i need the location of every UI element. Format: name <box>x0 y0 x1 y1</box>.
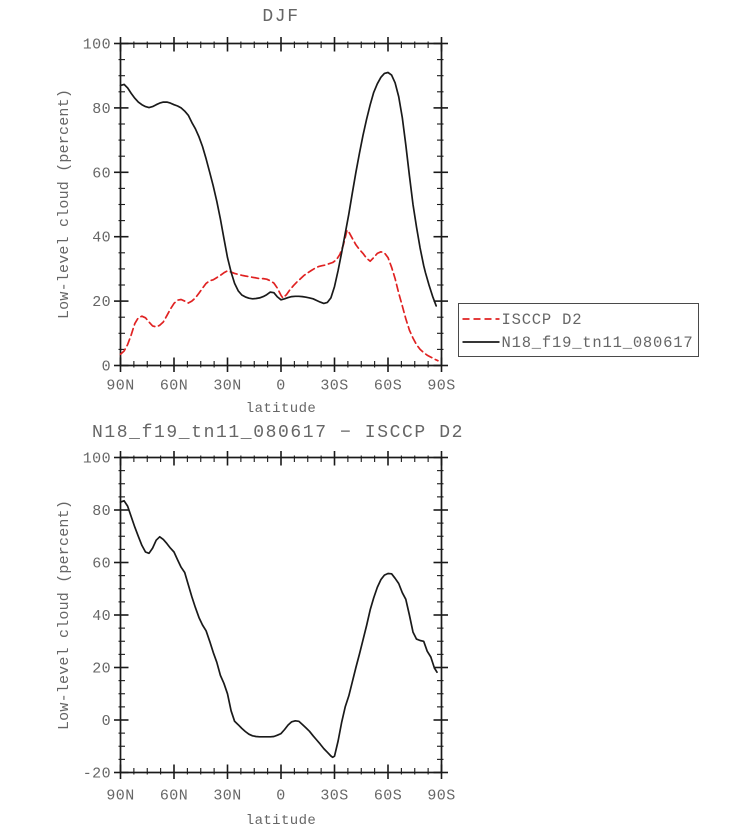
legend-item-label: ISCCP D2 <box>502 311 583 329</box>
plot-frame <box>119 456 443 774</box>
top-chart-plot-area: 90N 60N 30N 0 30S 60S 90S 0 20 40 60 80 100 <box>83 37 455 395</box>
bottom-chart-title: N18_f19_tn11_080617 − ISCCP D2 <box>92 423 464 443</box>
y-tick-label: 60 <box>92 165 111 182</box>
x-tick-label: 30N <box>213 788 241 805</box>
x-tick-label: 30S <box>320 378 348 395</box>
x-tick-label: 0 <box>276 788 285 805</box>
x-tick-label: 60N <box>160 788 188 805</box>
bottom-chart-x-axis-label: latitude <box>246 813 316 829</box>
x-tick-label: 90S <box>427 378 455 395</box>
top-chart-legend: ISCCP D2 N18_f19_tn11_080617 <box>458 303 699 357</box>
y-tick-label: 20 <box>92 661 111 678</box>
x-tick-label: 90N <box>106 788 134 805</box>
x-tick-label: 90S <box>427 788 455 805</box>
legend-box <box>458 303 699 357</box>
bottom-chart-y-axis-label: Low-level cloud (percent) <box>56 500 73 730</box>
y-tick-label: 60 <box>92 556 111 573</box>
series-line-n18-f19-tn11-080617 <box>119 71 438 307</box>
y-tick-label: -20 <box>83 766 111 783</box>
top-chart-title: DJF <box>262 7 299 27</box>
y-tick-label: 0 <box>102 359 111 376</box>
y-tick-label: 100 <box>83 451 111 468</box>
y-tick-label: 20 <box>92 294 111 311</box>
top-chart: DJF Low-level cloud (percent) latitude 9… <box>56 7 699 417</box>
y-tick-label: 40 <box>92 608 111 625</box>
x-tick-label: 60N <box>160 378 188 395</box>
plot-frame <box>119 42 443 367</box>
bottom-chart: N18_f19_tn11_080617 − ISCCP D2 Low-level… <box>56 423 464 829</box>
series-line-isccp-d2 <box>119 229 439 362</box>
y-tick-label: 0 <box>102 713 111 730</box>
series-line-n18-f19-tn11-080617-minus-isccp-d2 <box>119 499 438 759</box>
x-tick-label: 60S <box>374 788 402 805</box>
y-tick-label: 80 <box>92 503 111 520</box>
x-tick-label: 30N <box>213 378 241 395</box>
bottom-chart-plot-area: 90N 60N 30N 0 30S 60S 90S -20 0 20 40 60 80 100 <box>83 451 455 805</box>
legend-item-label: N18_f19_tn11_080617 <box>502 334 694 352</box>
y-tick-label: 80 <box>92 101 111 118</box>
y-tick-label: 40 <box>92 230 111 247</box>
y-tick-label: 100 <box>83 37 111 54</box>
x-tick-label: 30S <box>320 788 348 805</box>
x-tick-label: 60S <box>374 378 402 395</box>
x-tick-label: 0 <box>276 378 285 395</box>
top-chart-y-axis-label: Low-level cloud (percent) <box>56 89 73 319</box>
x-tick-label: 90N <box>106 378 134 395</box>
top-chart-x-axis-label: latitude <box>246 401 316 417</box>
